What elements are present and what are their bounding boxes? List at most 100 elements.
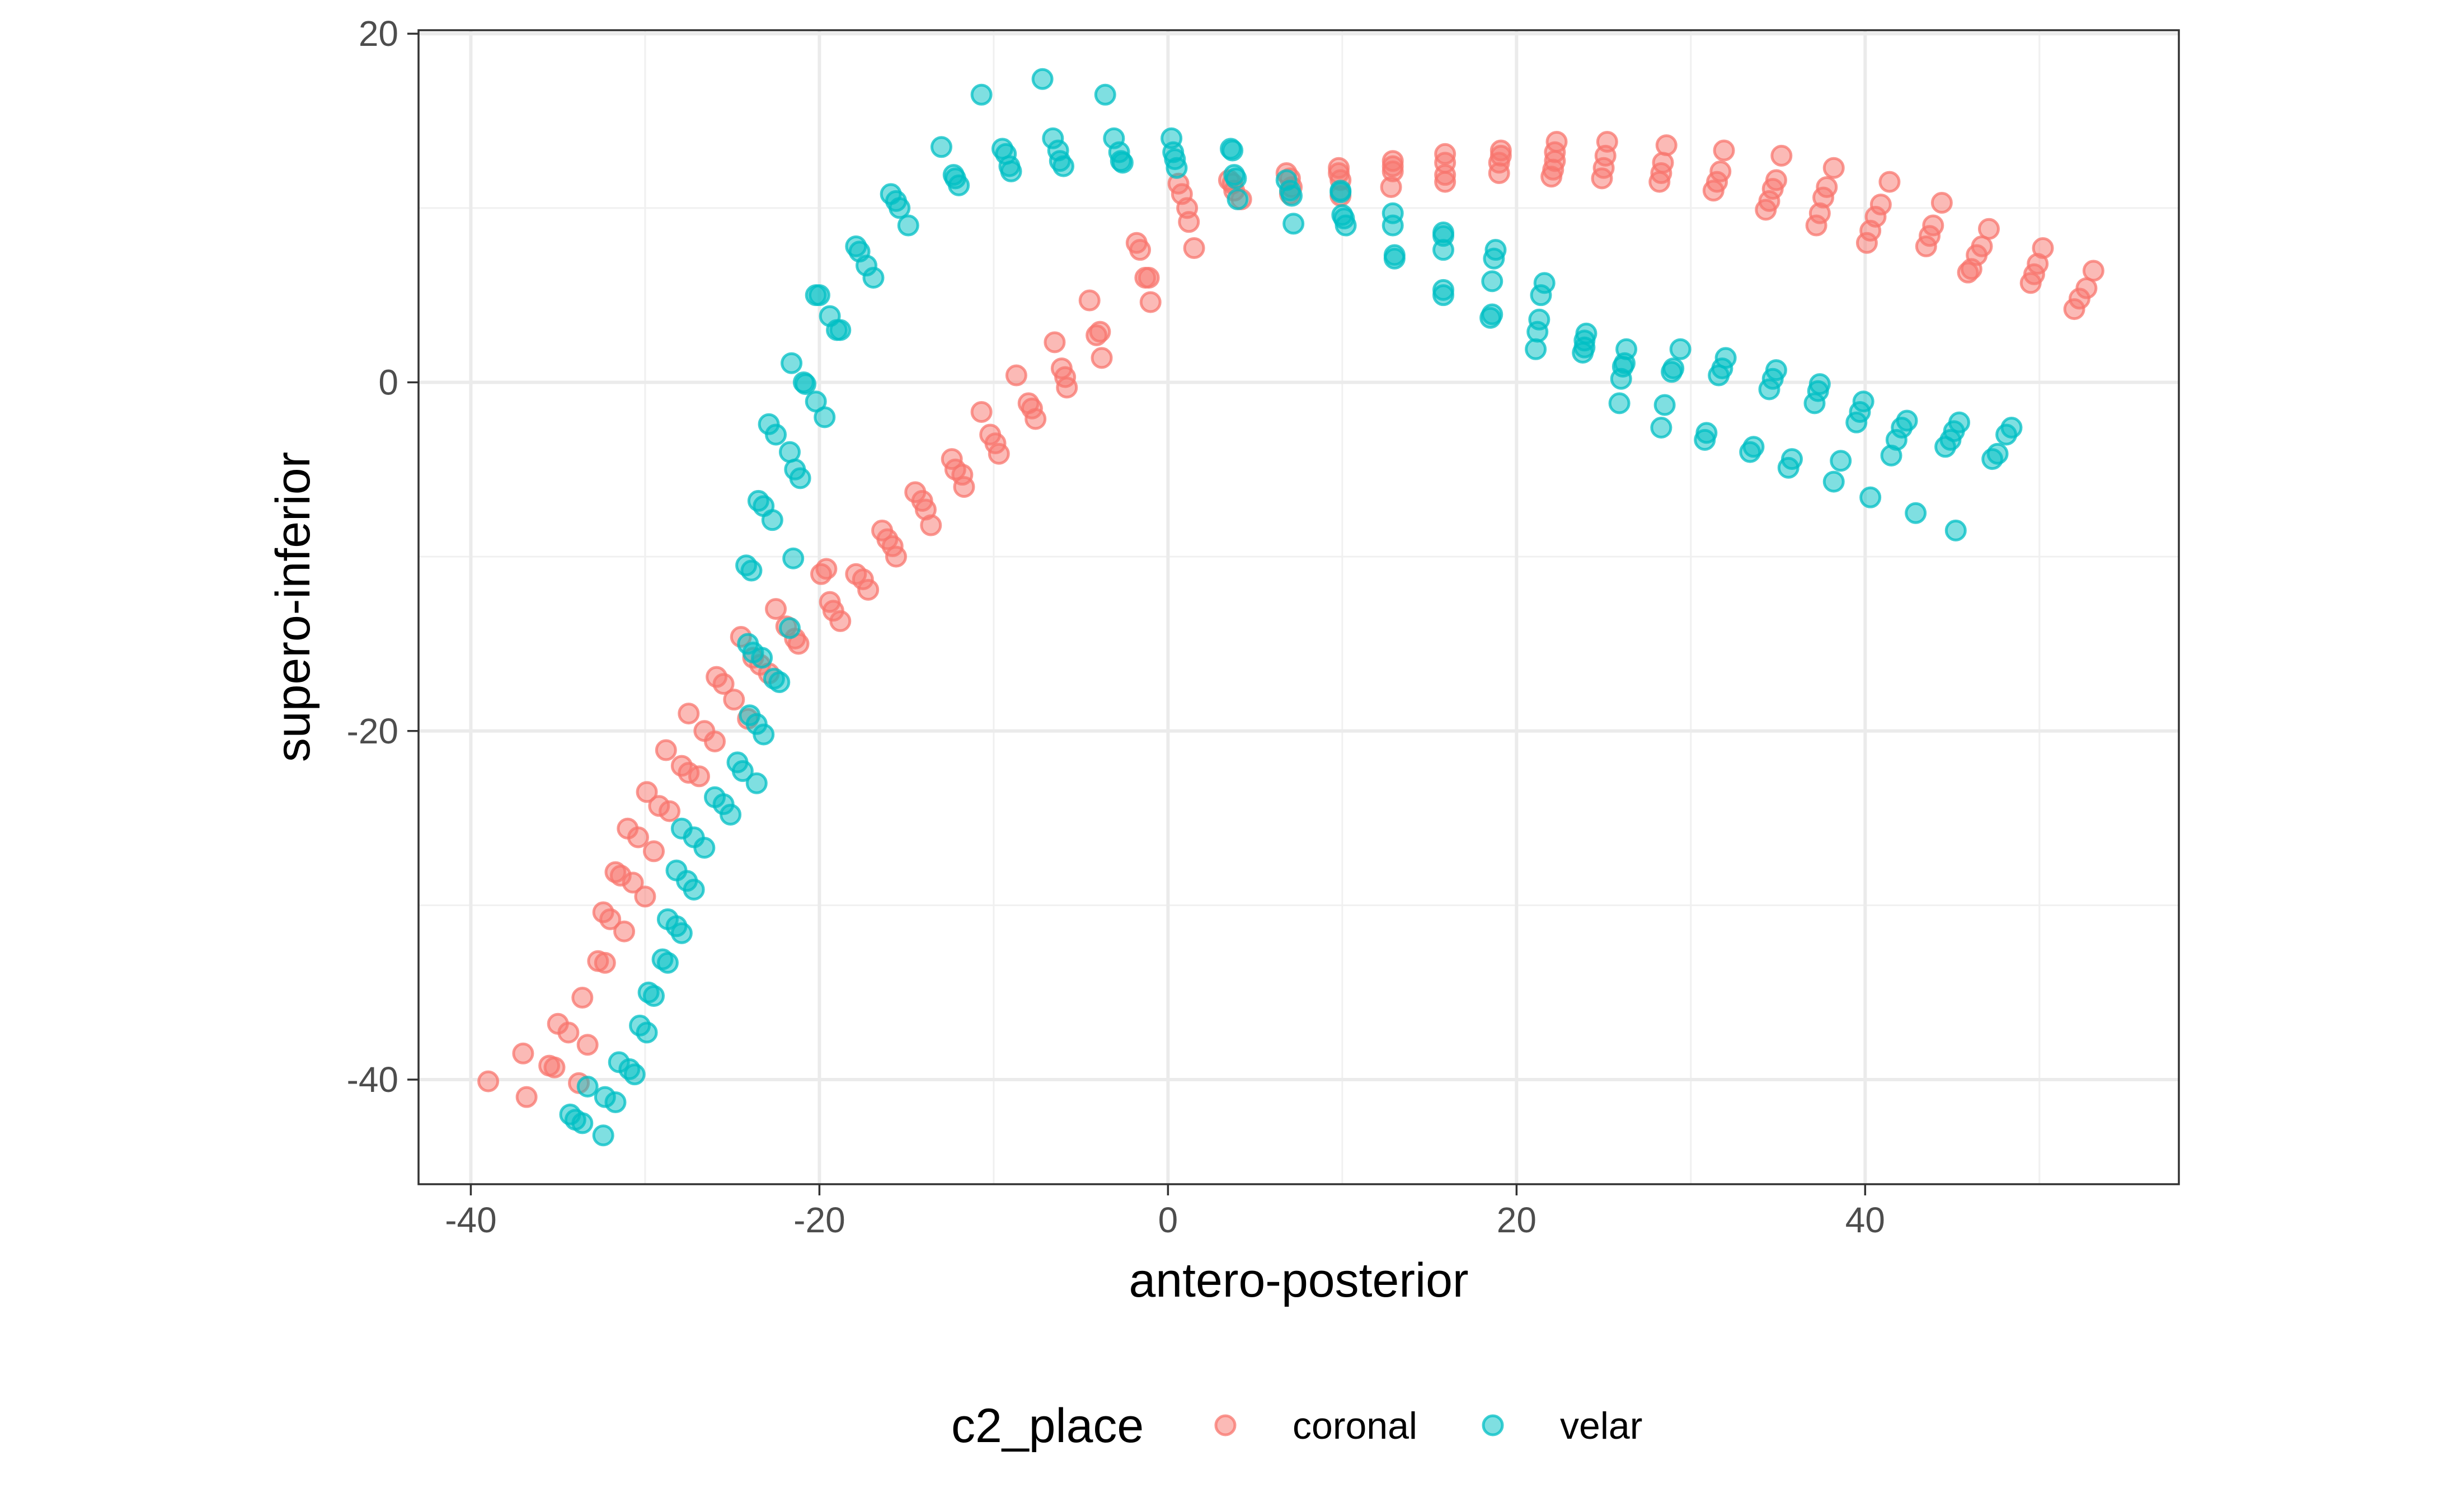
data-point xyxy=(948,174,970,196)
data-point xyxy=(604,1091,627,1114)
data-point xyxy=(1661,361,1683,383)
data-point xyxy=(1329,181,1352,204)
data-point xyxy=(1708,364,1730,387)
y-axis-title: supero-inferior xyxy=(266,452,320,762)
data-point xyxy=(1005,364,1027,387)
data-point xyxy=(814,406,836,428)
data-point xyxy=(1031,68,1054,90)
data-point xyxy=(723,689,745,711)
data-point xyxy=(1000,160,1022,182)
data-point xyxy=(1803,392,1826,414)
data-point xyxy=(1281,185,1303,207)
data-point xyxy=(512,1042,534,1064)
data-point xyxy=(678,703,700,725)
data-point xyxy=(1957,261,1979,284)
data-point xyxy=(1225,167,1247,190)
data-point xyxy=(1335,214,1357,237)
data-point xyxy=(1653,394,1676,416)
data-point xyxy=(1380,176,1402,198)
data-point xyxy=(1432,239,1455,261)
data-point xyxy=(765,423,787,446)
data-point xyxy=(765,598,787,620)
y-tick-label: -20 xyxy=(347,711,399,751)
data-point xyxy=(643,840,665,863)
data-point xyxy=(636,781,658,803)
data-point xyxy=(1655,134,1678,157)
legend-label-velar: velar xyxy=(1560,1405,1642,1447)
data-point xyxy=(753,723,775,746)
data-point xyxy=(1944,519,1967,541)
data-point xyxy=(782,547,805,569)
data-point xyxy=(970,401,993,423)
data-point xyxy=(1091,347,1113,369)
data-point xyxy=(543,1056,566,1078)
data-point xyxy=(477,1070,500,1092)
data-point xyxy=(794,373,816,395)
data-point xyxy=(781,352,803,374)
data-point xyxy=(599,908,622,930)
data-point xyxy=(740,559,763,582)
data-point xyxy=(1282,213,1305,235)
data-point xyxy=(1878,171,1901,193)
data-point xyxy=(2063,298,2085,321)
data-point xyxy=(1930,192,1953,214)
data-point xyxy=(808,284,830,307)
data-point xyxy=(1905,502,1927,524)
data-point xyxy=(1758,378,1780,401)
data-point xyxy=(1530,284,1552,307)
data-point xyxy=(1139,291,1162,313)
x-tick-label: 0 xyxy=(1158,1200,1178,1240)
data-point xyxy=(1739,441,1761,463)
data-point xyxy=(627,826,649,849)
data-point xyxy=(1934,436,1957,458)
data-point xyxy=(515,1086,538,1108)
panel-border xyxy=(417,29,2180,1185)
data-point xyxy=(862,267,885,289)
data-point xyxy=(1434,171,1456,193)
data-point xyxy=(557,1021,580,1044)
data-point xyxy=(1479,307,1502,329)
data-point xyxy=(1089,321,1111,343)
data-point xyxy=(1770,144,1793,167)
data-point xyxy=(656,952,679,974)
data-point xyxy=(1981,448,2004,470)
data-point xyxy=(1830,450,1852,472)
data-point xyxy=(1859,486,1882,508)
data-point xyxy=(670,922,693,944)
data-point xyxy=(1845,411,1868,434)
data-point xyxy=(768,671,791,694)
legend-title: c2_place xyxy=(951,1399,1144,1453)
data-points xyxy=(477,68,2104,1147)
data-point xyxy=(693,837,716,859)
data-point xyxy=(897,214,919,237)
data-point xyxy=(712,673,735,695)
data-point xyxy=(1138,267,1160,289)
data-point xyxy=(594,952,616,974)
data-point xyxy=(1111,152,1134,174)
x-axis-title: antero-posterior xyxy=(1129,1254,1468,1307)
legend-items: coronal velar xyxy=(1214,1405,1642,1447)
x-tick-label: 20 xyxy=(1497,1200,1537,1240)
data-point xyxy=(1608,392,1631,414)
data-point xyxy=(953,475,975,498)
x-tick-label: -20 xyxy=(793,1200,845,1240)
data-point xyxy=(1483,247,1505,270)
data-point xyxy=(970,83,993,106)
data-point xyxy=(688,765,710,788)
data-point xyxy=(1525,338,1547,360)
data-point xyxy=(634,885,656,908)
data-point xyxy=(815,558,838,580)
x-axis-ticks: -40 -20 0 20 40 xyxy=(445,1184,1885,1240)
data-point xyxy=(988,442,1010,465)
data-point xyxy=(1094,83,1116,106)
data-point xyxy=(1755,199,1777,221)
y-axis-ticks: -40 -20 0 20 xyxy=(347,13,419,1100)
data-point xyxy=(1591,167,1613,190)
data-point xyxy=(1383,247,1406,270)
data-point xyxy=(857,578,880,601)
data-point xyxy=(1777,456,1799,479)
data-point xyxy=(885,545,907,568)
data-point xyxy=(1915,235,1937,257)
data-point xyxy=(2019,272,2042,294)
